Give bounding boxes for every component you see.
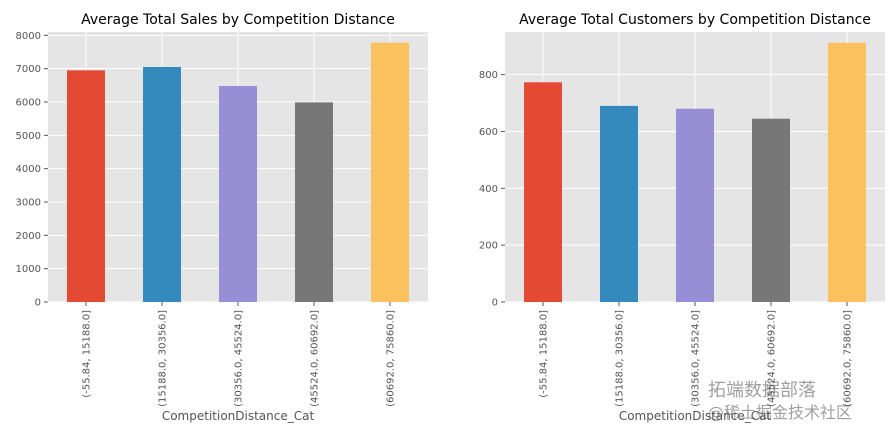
watermark-line-1: 拓端数据部落 xyxy=(708,380,816,401)
sales-y-tick-label: 1000 xyxy=(16,264,41,275)
sales-chart: Average Total Sales by Competition Dista… xyxy=(16,12,428,423)
sales-bar-3 xyxy=(219,86,257,302)
customers-y-tick-label: 600 xyxy=(479,127,498,138)
customers-x-tick-label: (15188.0, 30356.0] xyxy=(615,310,626,407)
watermark-line-2: @稀土掘金技术社区 xyxy=(708,403,853,422)
sales-y-tick-label: 0 xyxy=(35,298,41,309)
watermark: 拓端数据部落 @稀土掘金技术社区 xyxy=(708,380,888,424)
sales-y-axis: 0 1000 2000 3000 4000 5000 6000 7000 8000 xyxy=(16,31,48,309)
sales-y-tick-label: 2000 xyxy=(16,231,41,242)
sales-bar-2 xyxy=(143,67,181,302)
customers-y-tick-label: 800 xyxy=(479,70,498,81)
customers-y-tick-label: 400 xyxy=(479,184,498,195)
sales-x-tick-label: (15188.0, 30356.0] xyxy=(158,310,169,407)
sales-x-axis: (-55.84, 15188.0] (15188.0, 30356.0] (3035… xyxy=(82,302,397,407)
customers-x-tick-label: (45524.0, 60692.0] xyxy=(767,310,778,407)
sales-y-tick-label: 6000 xyxy=(16,98,41,109)
sales-y-tick-label: 8000 xyxy=(16,31,41,42)
customers-bar-4 xyxy=(752,118,790,303)
customers-bar-5 xyxy=(828,42,866,303)
customers-chart-title: Average Total Customers by Competition D… xyxy=(519,12,871,28)
sales-bar-5 xyxy=(371,42,409,303)
sales-x-tick-label: (60692.0, 75860.0] xyxy=(386,310,397,407)
sales-x-tick-label: (30356.0, 45524.0] xyxy=(234,310,245,407)
customers-x-axis: (-55.84, 15188.0] (15188.0, 30356.0] (3035… xyxy=(539,302,854,407)
customers-bars xyxy=(524,42,866,303)
sales-x-tick-label: (45524.0, 60692.0] xyxy=(310,310,321,407)
sales-x-axis-label: CompetitionDistance_Cat xyxy=(162,409,315,423)
customers-chart: Average Total Customers by Competition D… xyxy=(479,12,885,423)
customers-x-axis-label: CompetitionDistance_Cat xyxy=(619,409,772,423)
sales-chart-title: Average Total Sales by Competition Dista… xyxy=(81,12,395,28)
sales-x-tick-label: (-55.84, 15188.0] xyxy=(82,310,93,398)
customers-y-tick-label: 0 xyxy=(492,298,498,309)
sales-y-tick-label: 7000 xyxy=(16,64,41,75)
sales-y-tick-label: 4000 xyxy=(16,164,41,175)
customers-bar-2 xyxy=(600,105,638,302)
customers-x-tick-label: (-55.84, 15188.0] xyxy=(539,310,550,398)
customers-bar-3 xyxy=(676,108,714,302)
sales-y-tick-label: 3000 xyxy=(16,198,41,209)
customers-y-axis: 0 200 400 600 800 xyxy=(479,70,505,309)
customers-y-tick-label: 200 xyxy=(479,241,498,252)
sales-bar-1 xyxy=(67,70,105,302)
sales-bar-4 xyxy=(295,102,333,302)
sales-y-tick-label: 5000 xyxy=(16,131,41,142)
customers-x-tick-label: (30356.0, 45524.0] xyxy=(691,310,702,407)
customers-bar-1 xyxy=(524,82,562,302)
sales-bars xyxy=(67,42,409,303)
customers-x-tick-label: (60692.0, 75860.0] xyxy=(843,310,854,407)
